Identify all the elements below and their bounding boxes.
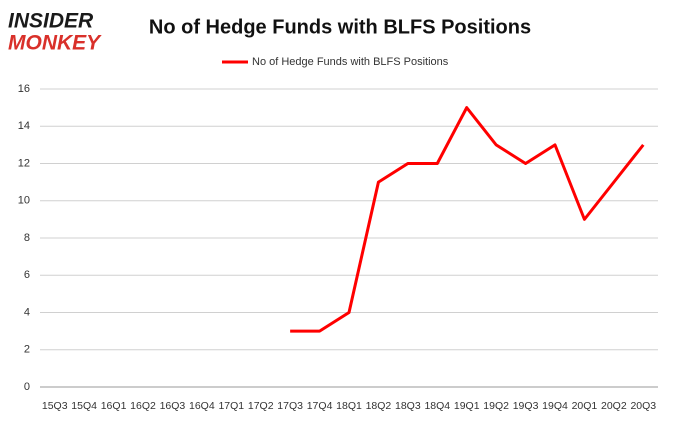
x-tick-label: 19Q2	[483, 400, 509, 412]
x-tick-label: 20Q3	[630, 400, 656, 412]
x-tick-label: 16Q4	[189, 400, 215, 412]
x-tick-label: 15Q4	[71, 400, 97, 412]
y-tick-label: 0	[24, 381, 30, 393]
chart-title: No of Hedge Funds with BLFS Positions	[149, 16, 531, 38]
y-tick-label: 2	[24, 344, 30, 356]
y-tick-label: 16	[18, 83, 30, 95]
x-tick-label: 18Q2	[366, 400, 392, 412]
x-tick-label: 17Q3	[277, 400, 303, 412]
legend-label: No of Hedge Funds with BLFS Positions	[252, 56, 449, 68]
x-tick-label: 20Q1	[572, 400, 598, 412]
logo-bottom: MONKEY	[8, 32, 102, 55]
x-tick-label: 16Q3	[160, 400, 186, 412]
y-tick-label: 14	[18, 120, 30, 132]
y-tick-label: 8	[24, 232, 30, 244]
x-tick-label: 16Q1	[101, 400, 127, 412]
x-tick-label: 19Q4	[542, 400, 568, 412]
y-tick-label: 4	[24, 306, 30, 318]
x-tick-label: 18Q4	[424, 400, 450, 412]
x-tick-label: 18Q1	[336, 400, 362, 412]
x-tick-label: 17Q2	[248, 400, 274, 412]
x-tick-label: 20Q2	[601, 400, 627, 412]
x-tick-label: 18Q3	[395, 400, 421, 412]
series-line	[290, 106, 645, 333]
x-tick-label: 16Q2	[130, 400, 156, 412]
x-tick-label: 19Q3	[513, 400, 539, 412]
x-tick-label: 19Q1	[454, 400, 480, 412]
y-tick-label: 12	[18, 157, 30, 169]
y-tick-label: 6	[24, 269, 30, 281]
x-tick-label: 17Q4	[307, 400, 333, 412]
y-tick-label: 10	[18, 195, 30, 207]
x-tick-label: 17Q1	[218, 400, 244, 412]
x-tick-label: 15Q3	[42, 400, 68, 412]
logo-top: INSIDER	[8, 10, 94, 33]
